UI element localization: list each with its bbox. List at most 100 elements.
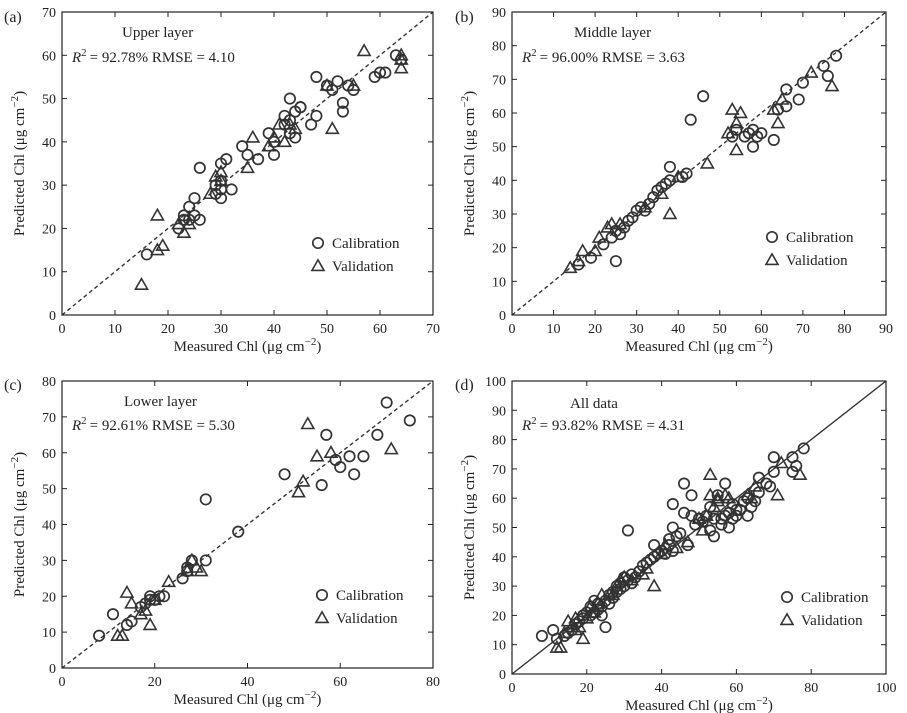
data-point-validation <box>271 116 287 130</box>
fit-statistics: R2 = 92.61% RMSE = 5.30 <box>71 415 235 434</box>
data-point-calibration <box>183 200 196 213</box>
legend-marker-calibration <box>311 236 325 250</box>
data-point-calibration <box>707 530 721 543</box>
data-point-validation <box>266 129 282 143</box>
data-point-calibration <box>674 527 687 540</box>
data-point-validation <box>594 587 610 601</box>
data-point-validation <box>147 592 163 606</box>
legend-marker-validation <box>310 258 326 272</box>
y-tick-label: 40 <box>492 174 506 189</box>
x-tick-label: 20 <box>148 675 162 690</box>
data-point-calibration <box>621 524 634 537</box>
data-point-validation <box>323 444 339 459</box>
x-tick-label: 10 <box>547 322 561 337</box>
data-point-calibration <box>677 477 691 490</box>
data-point-validation <box>720 125 736 139</box>
data-point-validation <box>291 484 306 498</box>
legend-label-calibration: Calibration <box>336 588 404 604</box>
data-point-validation <box>356 43 372 57</box>
x-tick-label: 0 <box>59 322 66 337</box>
plot-frame <box>61 11 434 316</box>
x-tick-label: 100 <box>876 681 897 696</box>
legend-label-calibration: Calibration <box>786 230 854 246</box>
data-point-validation <box>346 77 361 91</box>
data-point-calibration <box>331 75 344 88</box>
data-point-validation <box>300 416 316 430</box>
y-tick-label: 20 <box>42 222 56 237</box>
panel-title: Lower layer <box>124 394 197 410</box>
data-point-calibration <box>677 506 691 519</box>
data-point-validation <box>773 455 789 469</box>
data-point-calibration <box>334 461 347 474</box>
data-point-calibration <box>93 629 106 642</box>
y-tick-label: 10 <box>42 626 56 641</box>
data-point-validation <box>571 253 586 267</box>
data-point-calibration <box>357 450 370 463</box>
data-point-validation <box>575 631 591 645</box>
data-point-validation <box>774 91 790 105</box>
data-point-validation <box>571 619 587 633</box>
data-point-validation <box>728 142 744 156</box>
fit-statistics: R2 = 93.82% RMSE = 4.31 <box>521 415 685 434</box>
data-point-validation <box>309 448 325 462</box>
y-tick-label: 80 <box>42 375 56 390</box>
data-point-calibration <box>157 590 171 603</box>
data-point-validation <box>134 276 149 290</box>
x-tick-label: 90 <box>879 322 893 337</box>
data-point-calibration <box>220 153 233 166</box>
data-point-validation <box>613 572 628 586</box>
data-point-validation <box>133 606 149 620</box>
x-tick-label: 20 <box>580 681 594 696</box>
data-point-validation <box>770 115 786 129</box>
data-point-calibration <box>348 468 361 481</box>
chart-panel-1: 0 10 20 30 40 50 60 70 0 10 20 30 40 50 60 70 Measured C… <box>4 6 440 355</box>
data-point-calibration <box>796 76 809 89</box>
data-point-calibration <box>666 498 679 511</box>
data-point-validation <box>657 537 673 551</box>
y-tick-label: 70 <box>42 6 56 21</box>
y-tick-label: 60 <box>492 107 506 122</box>
y-tick-label: 20 <box>492 242 506 257</box>
x-tick-label: 80 <box>804 681 818 696</box>
data-point-calibration <box>535 629 548 642</box>
y-axis-label: Predicted Chl (μg cm−2) <box>9 91 28 236</box>
data-point-calibration <box>125 615 138 628</box>
x-tick-label: 40 <box>655 681 669 696</box>
data-point-validation <box>724 101 740 115</box>
data-point-calibration <box>336 105 349 118</box>
data-point-calibration <box>599 621 612 634</box>
data-point-validation <box>295 473 311 487</box>
data-point-calibration <box>707 512 721 525</box>
legend: Calibration Validation <box>779 590 869 629</box>
data-point-calibration <box>666 544 679 557</box>
data-point-validation <box>277 134 293 148</box>
fit-statistics: R2 = 96.00% RMSE = 3.63 <box>521 47 685 66</box>
y-tick-label: 30 <box>492 208 506 223</box>
data-point-calibration <box>278 468 291 481</box>
legend-label-validation: Validation <box>332 259 394 275</box>
data-point-calibration <box>379 66 392 79</box>
data-point-calibration <box>283 92 296 105</box>
data-point-validation <box>770 487 785 501</box>
y-tick-label: 0 <box>499 309 506 324</box>
legend-label-calibration: Calibration <box>801 590 869 606</box>
y-tick-label: 90 <box>492 404 506 419</box>
y-tick-label: 50 <box>42 93 56 108</box>
y-tick-label: 40 <box>492 551 506 566</box>
data-point-calibration <box>193 213 206 226</box>
legend: Calibration Validation <box>314 588 404 627</box>
data-point-calibration <box>767 451 780 464</box>
y-tick-label: 30 <box>42 179 56 194</box>
y-tick-label: 40 <box>42 519 56 534</box>
data-point-calibration <box>746 140 760 153</box>
x-tick-label: 40 <box>241 675 255 690</box>
data-point-validation <box>142 617 158 631</box>
x-tick-label: 0 <box>59 675 66 690</box>
data-point-calibration <box>199 554 212 567</box>
y-tick-label: 20 <box>492 609 506 624</box>
data-point-calibration <box>730 503 743 516</box>
data-point-validation <box>639 560 655 574</box>
x-tick-label: 20 <box>161 322 175 337</box>
y-tick-label: 50 <box>42 483 56 498</box>
